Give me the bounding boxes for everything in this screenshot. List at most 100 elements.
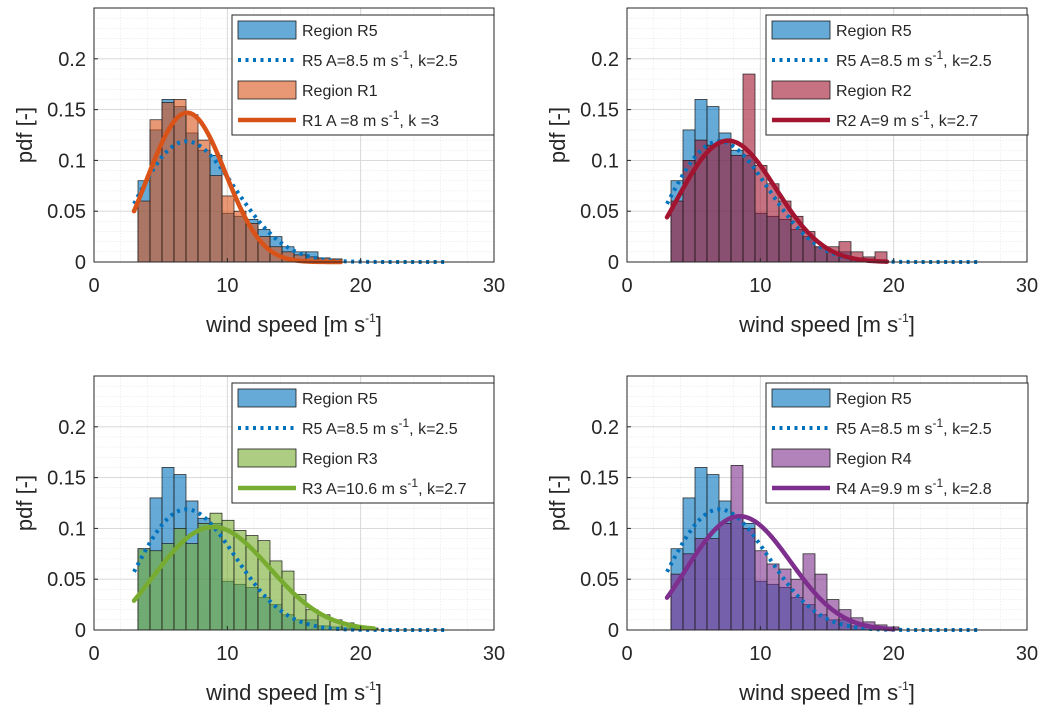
y-tick-label: 0.05: [47, 201, 86, 223]
x-axis-label: wind speed [m s-1]: [738, 679, 915, 705]
x-axis-label-end: ]: [376, 680, 382, 705]
x-axis-label-text: wind speed [m s: [205, 312, 365, 337]
x-axis-label: wind speed [m s-1]: [738, 311, 915, 337]
x-tick-label: 0: [621, 643, 632, 665]
y-tick-label: 0.2: [58, 49, 86, 71]
y-tick-label: 0.1: [591, 150, 619, 172]
legend-swatch-patch: [237, 20, 297, 40]
y-tick-label: 0.15: [47, 100, 86, 122]
compare-hist-bar: [718, 522, 732, 631]
legend-swatch-patch: [237, 448, 297, 468]
legend-entry-text: Region R2: [836, 83, 912, 100]
y-tick-label: 0.05: [47, 569, 86, 591]
legend-entry-suffix: , k=2.7: [418, 481, 467, 498]
y-tick-label: 0: [75, 620, 86, 642]
y-tick-label: 0.15: [47, 468, 86, 490]
y-tick-label: 0.15: [580, 468, 619, 490]
legend-entry-text: R4 A=9.9 m s: [836, 481, 933, 498]
compare-fit-curve: [131, 110, 343, 265]
legend-entry-label: R1 A =8 m s-1, k =3: [302, 108, 439, 130]
x-axis-label-superscript: -1: [365, 679, 376, 693]
compare-hist-bar: [209, 175, 223, 263]
legend-entry-label: Region R1: [302, 83, 378, 100]
legend-swatch-patch: [771, 20, 831, 40]
legend-entry-label: R5 A=8.5 m s-1, k=2.5: [302, 416, 458, 438]
legend-entry-label: Region R5: [302, 23, 378, 40]
x-tick-label: 30: [1016, 643, 1038, 665]
legend-entry-suffix: , k=2.5: [943, 53, 992, 70]
y-tick-label: 0.2: [591, 49, 619, 71]
compare-hist-group: [137, 99, 343, 263]
compare-hist-bar: [137, 200, 151, 263]
legend-entry-label: R5 A=8.5 m s-1, k=2.5: [836, 416, 992, 438]
x-tick-label: 0: [621, 275, 632, 297]
legend-entry-label: R3 A=10.6 m s-1, k=2.7: [302, 476, 467, 498]
x-tick-label: 30: [483, 275, 505, 297]
x-tick-label: 10: [216, 275, 238, 297]
x-axis-label-superscript: -1: [898, 311, 909, 325]
legend-swatch-patch: [771, 448, 831, 468]
compare-hist-bar: [766, 563, 780, 631]
legend-entry-superscript: -1: [919, 108, 930, 122]
legend-entry-text: Region R5: [302, 391, 378, 408]
compare-hist-group: [670, 73, 888, 263]
compare-hist-bar: [173, 99, 187, 263]
y-tick-label: 0: [75, 252, 86, 274]
y-tick-label: 0.05: [580, 201, 619, 223]
legend: Region R5 R5 A=8.5 m s-1, k=2.5 Region R4 R…: [765, 382, 1029, 504]
compare-hist-bar: [742, 528, 756, 631]
x-tick-label: 10: [749, 275, 771, 297]
y-tick-label: 0.2: [591, 417, 619, 439]
legend-entry-superscript: -1: [933, 416, 944, 430]
x-tick-label: 10: [216, 643, 238, 665]
legend-entry-superscript: -1: [399, 48, 410, 62]
y-tick-label: 0: [608, 252, 619, 274]
legend-entry-superscript: -1: [399, 416, 410, 430]
x-axis-label-text: wind speed [m s: [738, 680, 898, 705]
compare-hist-bar: [718, 139, 732, 263]
legend-entry-superscript: -1: [933, 48, 944, 62]
compare-hist-bar: [185, 114, 199, 263]
chart-panel-r1-vs-r5: 0 10 20 30 0 0.05 0.1 0.15 0.2 wind speed [m s -1]…: [12, 7, 505, 337]
compare-hist-bar: [281, 570, 295, 631]
y-tick-label: 0.05: [580, 569, 619, 591]
x-axis-label-end: ]: [909, 680, 915, 705]
legend-swatch-patch: [237, 80, 297, 100]
compare-hist-bar: [185, 543, 199, 631]
legend-entry-suffix: , k=2.8: [943, 481, 992, 498]
legend-entry-label: Region R3: [302, 451, 378, 468]
y-tick-label: 0.1: [58, 150, 86, 172]
legend-entry-label: R5 A=8.5 m s-1, k=2.5: [302, 48, 458, 70]
x-axis-label: wind speed [m s-1]: [205, 679, 382, 705]
legend-entry-label: Region R4: [836, 451, 912, 468]
x-tick-label: 20: [350, 275, 372, 297]
legend-entry-suffix: , k=2.5: [409, 421, 458, 438]
y-axis-label: pdf [-]: [12, 107, 37, 163]
compare-hist-bar: [730, 154, 744, 263]
legend: Region R5 R5 A=8.5 m s-1, k=2.5 Region R3 R…: [231, 382, 495, 504]
compare-fit-curve: [131, 524, 377, 631]
reference-fit-curve: [665, 507, 981, 632]
legend-entry-text: Region R5: [836, 391, 912, 408]
legend-box: [231, 14, 495, 136]
y-axis-label: pdf [-]: [545, 107, 570, 163]
y-axis-label: pdf [-]: [12, 475, 37, 531]
legend-entry-text: R5 A=8.5 m s: [302, 53, 399, 70]
legend-entry-label: Region R5: [302, 391, 378, 408]
x-tick-label: 20: [350, 643, 372, 665]
compare-hist-bar: [730, 465, 744, 631]
x-tick-label: 20: [883, 275, 905, 297]
compare-hist-bar: [197, 522, 211, 631]
legend-entry-suffix: , k=2.5: [409, 53, 458, 70]
x-tick-label: 0: [88, 275, 99, 297]
legend-swatch-patch: [771, 388, 831, 408]
x-tick-label: 30: [483, 643, 505, 665]
x-axis-label-text: wind speed [m s: [205, 680, 365, 705]
compare-hist-bar: [197, 139, 211, 263]
compare-fit-curve: [664, 514, 896, 632]
compare-hist-bar: [706, 144, 720, 263]
x-axis-label-end: ]: [376, 312, 382, 337]
